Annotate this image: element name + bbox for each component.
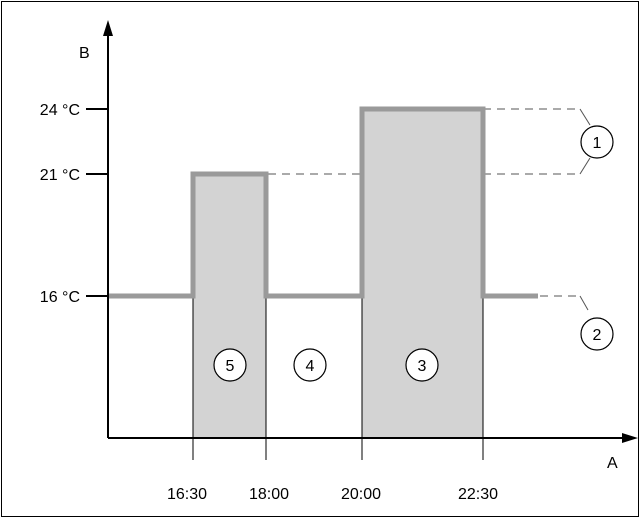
x-axis-label: A [607,455,618,472]
callout-2-leader [579,295,589,311]
y-tick-label-21: 21 °C [40,167,80,184]
callout-5-circle [213,348,247,382]
y-axis-label: B [79,45,90,62]
callout-3-circle [405,348,439,382]
callout-2-circle [580,317,614,351]
callout-1-leader-bottom [579,157,591,175]
y-tick-label-24: 24 °C [40,102,80,119]
temperature-profile-line [108,106,538,299]
callout-1-circle [580,125,614,159]
callout-4-circle [293,348,327,382]
callout-1-leader-top [579,108,591,126]
x-axis-arrow-icon [622,433,638,443]
shaded-period-3 [362,109,483,438]
x-tick-label-2000: 20:00 [341,486,381,503]
callout-2-number: 2 [593,327,602,344]
shaded-period-5 [193,174,266,438]
callout-1-number: 1 [593,135,602,152]
y-tick-label-16: 16 °C [40,289,80,306]
x-tick-label-1630: 16:30 [167,486,207,503]
callout-4-number: 4 [306,358,315,375]
callout-3-number: 3 [418,358,427,375]
x-tick-label-2230: 22:30 [458,486,498,503]
y-axis-arrow-icon [103,20,113,36]
x-tick-label-1800: 18:00 [249,486,289,503]
callout-5-number: 5 [226,358,235,375]
